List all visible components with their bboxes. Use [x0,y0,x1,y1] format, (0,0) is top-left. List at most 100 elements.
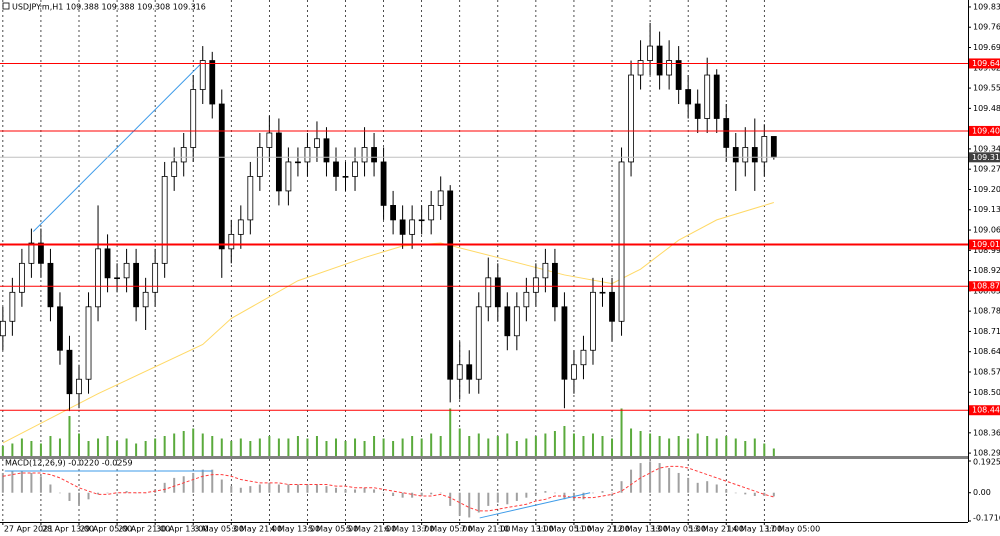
candle-body [456,364,463,380]
macd-histogram-bar [734,492,737,494]
candle-body [685,89,692,105]
current-price-label: 109.316 [972,153,1000,162]
x-tick-label: 7 May 05:00 [423,525,473,534]
x-tick-label: 6 May 13:00 [385,525,435,534]
y-tick-label: 108.505 [973,388,1000,397]
candle-body [314,138,320,148]
macd-histogram-bar [458,492,461,516]
volume-bar [315,436,318,456]
volume-bar [411,436,414,456]
candle-body [675,60,682,90]
volume-bar [630,428,633,456]
volume-bar [58,438,61,456]
volume-bar [525,438,528,456]
panel-separator [0,456,968,459]
candle-body [47,262,54,308]
candle-body [599,291,606,294]
candle-body [656,45,663,76]
macd-histogram-bar [611,492,614,494]
candle-body [770,136,777,158]
volume-bar [715,438,718,456]
y-tick-label: 109.485 [973,104,1000,113]
macd-histogram-bar [382,492,385,494]
candle-body [237,219,244,235]
volume-bar [363,441,366,456]
macd-histogram-bar [87,492,90,500]
candle-body [285,161,292,192]
macd-histogram-bar [258,484,261,493]
x-tick-label: 29 Apr 21:00 [118,525,170,534]
volume-bar [401,438,404,456]
moving-average [2,202,774,444]
volume-bar [20,438,23,456]
macd-histogram-bar [763,492,766,497]
volume-bar [97,438,100,456]
x-tick-label: 5 May 21:00 [347,525,397,534]
level-label: 108.871 [972,282,1000,291]
macd-histogram-bar [78,492,81,505]
x-tick-label: 4 May 13:00 [270,525,320,534]
candle-body [256,147,263,177]
macd-histogram-bar [696,482,699,493]
candle-body [9,291,16,322]
macd-histogram-bar [772,492,775,497]
y-tick-label: 109.345 [973,144,1000,153]
volume-bar [468,436,471,456]
candle-body [333,161,339,177]
volume-bar [201,433,204,456]
x-tick-label: 10 May 13:00 [499,525,554,534]
candle-body [447,190,454,380]
volume-bar [668,438,671,456]
main-layer [0,22,968,519]
candle-body [295,161,301,164]
candle-body [475,306,482,380]
volume-bar [334,438,337,456]
candle-body [637,60,644,76]
macd-histogram-bar [334,487,337,493]
volume-bar [572,433,575,456]
volume-bar [611,438,614,456]
candle-body [552,262,558,308]
macd-histogram-bar [591,492,594,494]
candle-body [485,277,492,308]
candle-body [133,262,140,308]
volume-bar [696,433,699,456]
y-tick-label: 108.575 [973,367,1000,376]
macd-histogram-bar [744,492,747,495]
y-tick-label: 108.995 [973,246,1000,255]
macd-histogram-bar [201,469,204,493]
macd-histogram-bar [630,469,633,493]
volume-bar [39,443,42,456]
candle-body [66,349,73,395]
candle-body [437,190,444,206]
candle-body [342,176,349,178]
macd-histogram-bar [706,481,709,493]
candle-body [275,132,282,192]
candle-body [580,349,587,366]
volume-bar [515,441,518,456]
volume-bar [78,433,81,456]
volume-bar [163,436,166,456]
candle-body [171,161,178,177]
volume-bar [772,448,775,456]
macd-histogram-bar [354,489,357,493]
macd-histogram-bar [173,477,176,493]
candle-body [523,291,530,308]
candle-body [85,306,92,380]
candle-body [380,161,387,206]
level-box [969,239,1000,250]
macd-histogram-bar [496,492,499,503]
macd-histogram-bar [392,492,395,497]
macd-histogram-bar [306,484,309,493]
macd-histogram-bar [601,491,604,493]
x-tick-label: 28 Apr 13:00 [42,525,94,534]
x-tick-label: 12 May 13:00 [613,525,668,534]
y-tick-label: 108.785 [973,307,1000,316]
volume-bar [258,438,261,456]
volume-bar [144,441,147,456]
candle-body [542,262,549,279]
candle-body [304,147,311,163]
volume-bar [287,438,290,456]
macd-histogram-bar [49,484,52,493]
